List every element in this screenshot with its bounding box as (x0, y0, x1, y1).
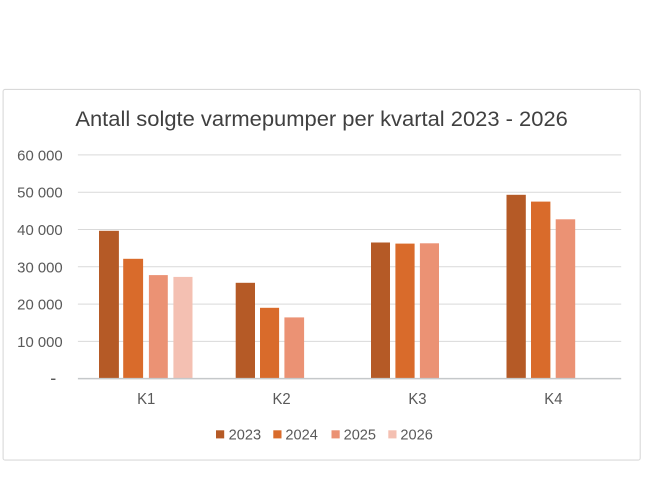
svg-text:2026: 2026 (400, 427, 432, 443)
svg-text:K2: K2 (273, 391, 291, 408)
svg-text:60 000: 60 000 (17, 148, 63, 164)
svg-text:40 000: 40 000 (17, 223, 63, 239)
svg-text:10 000: 10 000 (17, 335, 63, 351)
svg-text:2023: 2023 (229, 427, 261, 443)
svg-text:K3: K3 (408, 391, 426, 408)
svg-text:2024: 2024 (285, 427, 317, 443)
svg-text:Antall solgte varmepumper per: Antall solgte varmepumper per kvartal 20… (75, 108, 568, 131)
svg-text:2025: 2025 (344, 427, 376, 443)
svg-text:50 000: 50 000 (17, 186, 63, 202)
svg-text:K1: K1 (137, 391, 155, 408)
svg-text:K4: K4 (544, 391, 563, 408)
svg-text:30 000: 30 000 (17, 260, 63, 276)
svg-text:-: - (50, 368, 56, 388)
svg-text:20 000: 20 000 (17, 298, 63, 314)
